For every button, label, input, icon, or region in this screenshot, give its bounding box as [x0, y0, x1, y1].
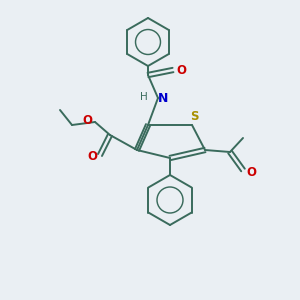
Text: O: O	[87, 151, 97, 164]
Text: S: S	[190, 110, 198, 124]
Text: H: H	[140, 92, 148, 102]
Text: O: O	[246, 166, 256, 178]
Text: O: O	[176, 64, 186, 76]
Text: O: O	[82, 113, 92, 127]
Text: N: N	[158, 92, 168, 104]
